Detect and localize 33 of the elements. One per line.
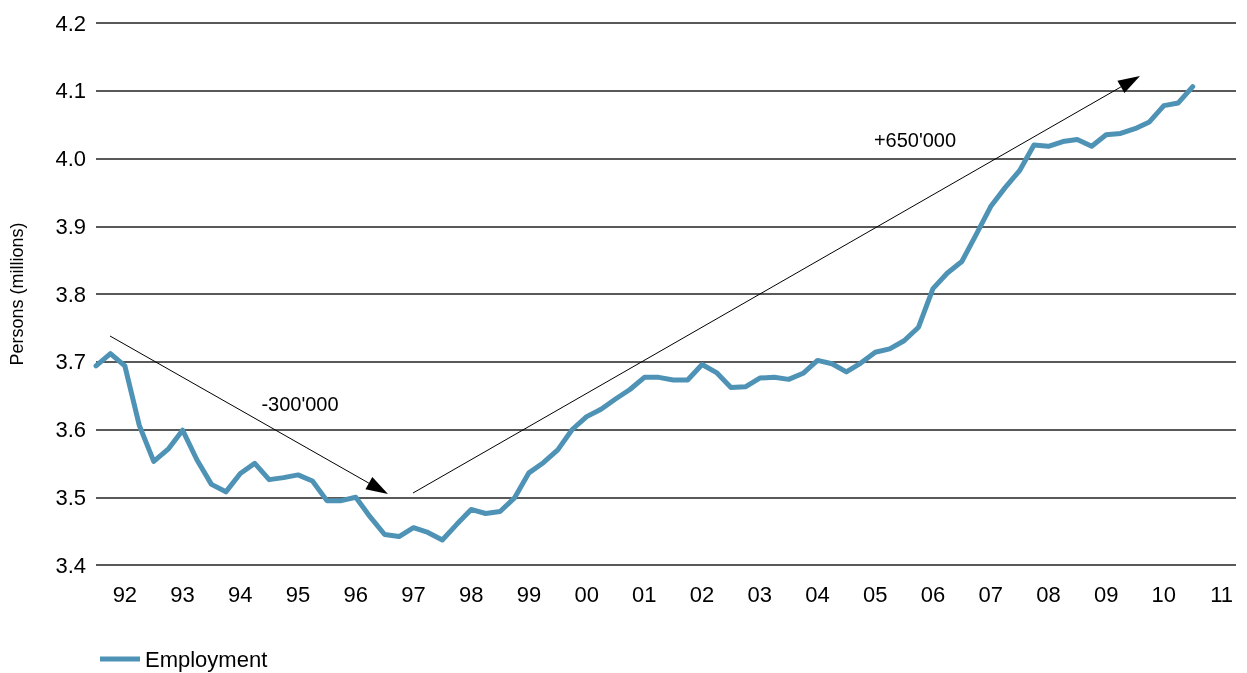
x-tick-label: 01 — [632, 581, 657, 607]
x-tick-label: 92 — [112, 581, 138, 607]
y-tick-label: 3.4 — [55, 552, 86, 578]
y-tick-label: 3.5 — [55, 484, 86, 510]
x-tick-label: 04 — [805, 581, 830, 607]
annotation: -300'000 — [261, 393, 339, 415]
y-tick-label: 4.2 — [55, 10, 86, 36]
x-tick-label: 00 — [574, 581, 599, 607]
y-tick-label: 3.6 — [55, 417, 86, 442]
annotation: +650'000 — [873, 129, 957, 151]
x-tick-label: 93 — [170, 581, 195, 607]
y-tick-label: 4.1 — [55, 78, 86, 104]
x-tick-label: 05 — [863, 581, 888, 607]
x-tick-label: 95 — [285, 581, 311, 607]
x-tick-label: 02 — [689, 581, 715, 607]
x-tick-label: 03 — [747, 581, 773, 607]
x-tick-label: 06 — [920, 581, 946, 607]
x-tick-label: 09 — [1093, 581, 1119, 607]
y-tick-label: 3.7 — [55, 349, 86, 375]
x-tick-label: 11 — [1210, 581, 1233, 607]
x-tick-label: 94 — [228, 581, 253, 607]
x-tick-label: 08 — [1036, 581, 1061, 607]
x-tick-label: 98 — [458, 581, 484, 607]
y-tick-label: 3.9 — [55, 213, 86, 239]
x-tick-label: 10 — [1151, 581, 1177, 607]
y-axis-title: Persons (millions) — [7, 222, 27, 366]
y-tick-label: 4.0 — [55, 146, 86, 171]
y-tick-label: 3.8 — [55, 281, 86, 307]
x-tick-label: 97 — [401, 581, 426, 607]
x-tick-label: 99 — [516, 581, 542, 607]
legend-label: Employment — [145, 646, 268, 672]
x-tick-label: 07 — [978, 581, 1003, 607]
x-tick-label: 96 — [343, 581, 368, 607]
